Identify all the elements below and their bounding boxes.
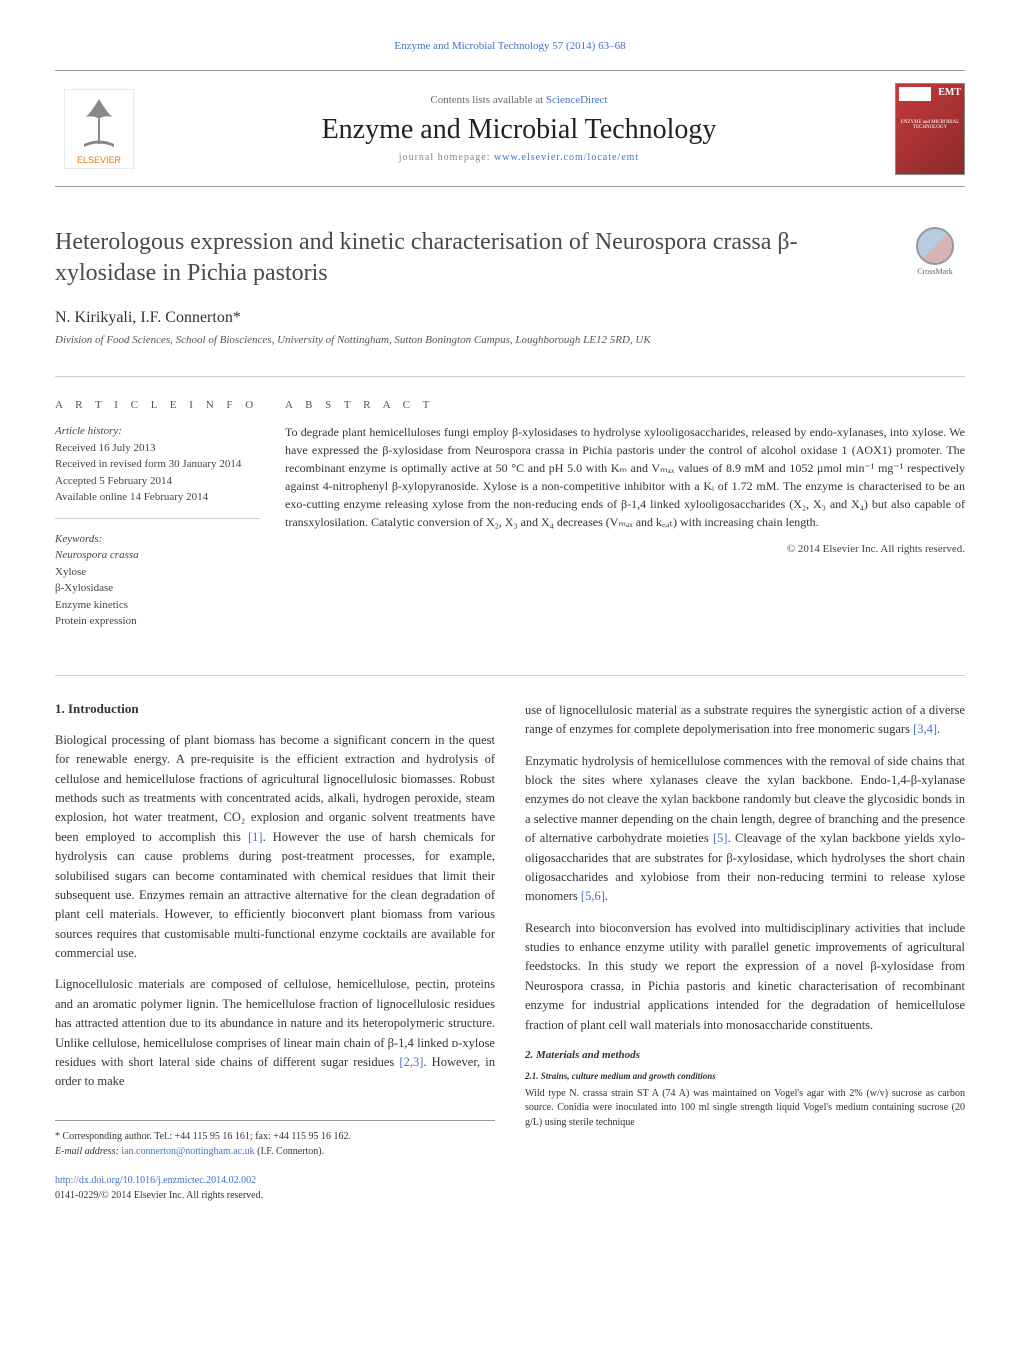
email-label: E-mail address:	[55, 1146, 121, 1157]
body-paragraph: Biological processing of plant biomass h…	[55, 731, 495, 964]
keywords: Keywords: Neurospora crassa Xylose β-Xyl…	[55, 531, 260, 630]
body-paragraph: use of lignocellulosic material as a sub…	[525, 701, 965, 740]
citation-link[interactable]: [5]	[713, 831, 728, 845]
citation-link[interactable]: [2,3]	[399, 1055, 423, 1069]
elsevier-logo: ELSEVIER	[55, 81, 143, 176]
keyword-item: Xylose	[55, 564, 260, 581]
body-paragraph: Research into bioconversion has evolved …	[525, 919, 965, 1035]
abstract-heading: A B S T R A C T	[285, 399, 965, 411]
keyword-item: Enzyme kinetics	[55, 597, 260, 614]
left-column: 1. Introduction Biological processing of…	[55, 701, 495, 1203]
crossmark-icon	[916, 227, 954, 265]
citation-link[interactable]: [3,4]	[913, 722, 937, 736]
sciencedirect-link[interactable]: ScienceDirect	[546, 94, 608, 106]
corresp-contact: * Corresponding author. Tel.: +44 115 95…	[55, 1129, 495, 1144]
citation-link[interactable]: [1]	[248, 830, 263, 844]
email-link[interactable]: ian.connerton@nottingham.ac.uk	[121, 1146, 254, 1157]
journal-homepage: journal homepage: www.elsevier.com/locat…	[143, 152, 895, 163]
keyword-item: Neurospora crassa	[55, 547, 260, 564]
journal-homepage-link[interactable]: www.elsevier.com/locate/emt	[494, 152, 639, 163]
issn-copyright: 0141-0229/© 2014 Elsevier Inc. All right…	[55, 1188, 495, 1203]
body-paragraph: Lignocellulosic materials are composed o…	[55, 975, 495, 1091]
journal-reference: Enzyme and Microbial Technology 57 (2014…	[55, 40, 965, 52]
history-online: Available online 14 February 2014	[55, 489, 260, 506]
keywords-label: Keywords:	[55, 531, 260, 548]
history-received: Received 16 July 2013	[55, 440, 260, 457]
article-title: Heterologous expression and kinetic char…	[55, 227, 885, 289]
history-accepted: Accepted 5 February 2014	[55, 473, 260, 490]
right-column: use of lignocellulosic material as a sub…	[525, 701, 965, 1203]
journal-cover-thumbnail: EMT ENZYME and MICROBIAL TECHNOLOGY	[895, 83, 965, 175]
corresponding-footnote: * Corresponding author. Tel.: +44 115 95…	[55, 1120, 495, 1159]
history-revised: Received in revised form 30 January 2014	[55, 456, 260, 473]
authors: N. Kirikyali, I.F. Connerton*	[55, 309, 965, 327]
contents-available: Contents lists available at ScienceDirec…	[143, 94, 895, 106]
email-who: (I.F. Connerton).	[255, 1146, 324, 1157]
subsection-heading: 2.1. Strains, culture medium and growth …	[525, 1071, 965, 1081]
keyword-item: Protein expression	[55, 613, 260, 630]
doi-link[interactable]: http://dx.doi.org/10.1016/j.enzmictec.20…	[55, 1175, 256, 1186]
article-info-column: A R T I C L E I N F O Article history: R…	[55, 399, 285, 630]
elsevier-text: ELSEVIER	[77, 155, 122, 165]
journal-header: ELSEVIER Contents lists available at Sci…	[55, 70, 965, 187]
history-label: Article history:	[55, 423, 260, 440]
section-heading-intro: 1. Introduction	[55, 701, 495, 717]
article-info-heading: A R T I C L E I N F O	[55, 399, 260, 411]
crossmark-label: CrossMark	[917, 267, 953, 276]
affiliation: Division of Food Sciences, School of Bio…	[55, 334, 965, 346]
body-paragraph: Enzymatic hydrolysis of hemicellulose co…	[525, 752, 965, 907]
citation-link[interactable]: [5,6]	[581, 889, 605, 903]
cover-subtitle: ENZYME and MICROBIAL TECHNOLOGY	[896, 120, 964, 130]
crossmark-badge[interactable]: CrossMark	[905, 227, 965, 287]
abstract-column: A B S T R A C T To degrade plant hemicel…	[285, 399, 965, 630]
cover-emt-label: EMT	[938, 87, 961, 98]
abstract-text: To degrade plant hemicelluloses fungi em…	[285, 423, 965, 531]
doi-block: http://dx.doi.org/10.1016/j.enzmictec.20…	[55, 1173, 495, 1203]
keyword-item: β-Xylosidase	[55, 580, 260, 597]
journal-title: Enzyme and Microbial Technology	[143, 114, 895, 146]
abstract-copyright: © 2014 Elsevier Inc. All rights reserved…	[285, 543, 965, 555]
section-heading-methods: 2. Materials and methods	[525, 1049, 965, 1061]
article-history: Article history: Received 16 July 2013 R…	[55, 423, 260, 519]
body-paragraph: Wild type N. crassa strain ST A (74 A) w…	[525, 1087, 965, 1131]
article-body: 1. Introduction Biological processing of…	[55, 675, 965, 1203]
